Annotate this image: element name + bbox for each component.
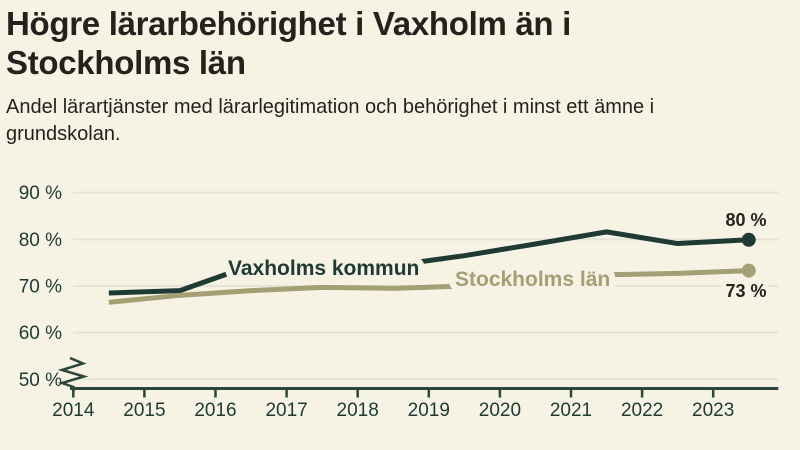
y-tick-label: 60 % <box>19 323 62 344</box>
x-tick-label: 2017 <box>265 400 307 421</box>
chart-subtitle-line-1: Andel lärartjänster med lärarlegitimatio… <box>6 96 655 118</box>
page-title-line-1: Högre lärarbehörighet i Vaxholm än i <box>6 5 572 42</box>
series-end-value-0: 80 % <box>725 210 766 230</box>
y-tick-label: 70 % <box>19 276 62 297</box>
y-tick-label: 80 % <box>19 230 62 251</box>
series-end-value-1: 73 % <box>725 281 766 301</box>
series-label-0: Vaxholms kommun <box>228 257 419 280</box>
series-line-0 <box>108 229 749 296</box>
page-title: Högre lärarbehörighet i Vaxholm än i Sto… <box>6 4 654 82</box>
y-tick-label: 90 % <box>19 183 62 204</box>
page-title-line-2: Stockholms län <box>6 44 246 81</box>
series-end-dot-1 <box>741 263 756 278</box>
series-label-1: Stockholms län <box>455 268 610 291</box>
chart-subtitle-line-2: grundskolan. <box>6 123 121 145</box>
series-line-1 <box>108 268 749 305</box>
x-tick-label: 2015 <box>123 400 165 421</box>
x-tick-label: 2021 <box>550 400 592 421</box>
x-tick-label: 2023 <box>692 400 734 421</box>
y-tick-label: 50 % <box>19 370 62 391</box>
x-tick-label: 2020 <box>479 400 521 421</box>
x-tick-label: 2016 <box>194 400 236 421</box>
chart-header: Högre lärarbehörighet i Vaxholm än i Sto… <box>6 4 654 148</box>
x-tick-label: 2014 <box>52 400 95 421</box>
x-tick-label: 2019 <box>408 400 450 421</box>
chart-subtitle: Andel lärartjänster med lärarlegitimatio… <box>6 94 654 148</box>
x-tick-label: 2022 <box>621 400 663 421</box>
series-end-dot-0 <box>741 232 756 247</box>
x-tick-label: 2018 <box>337 400 379 421</box>
y-axis-break-icon <box>57 356 89 392</box>
